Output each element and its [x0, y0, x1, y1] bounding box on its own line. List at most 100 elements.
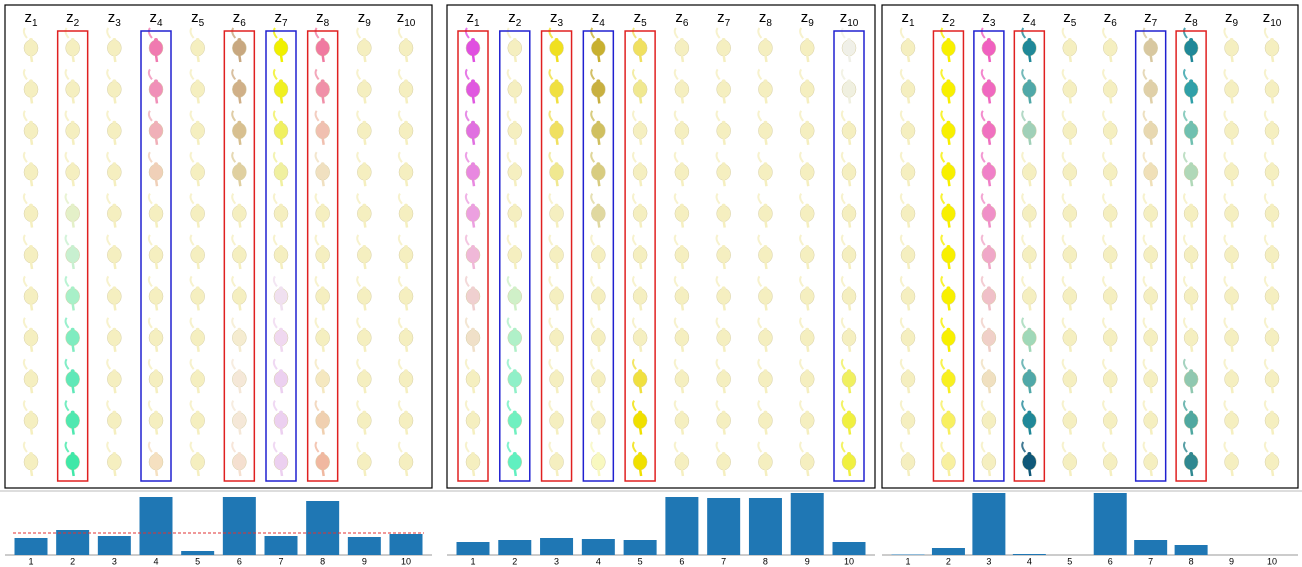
teapot-lid	[29, 452, 33, 456]
teapot-body	[758, 163, 773, 181]
teapot-body	[1264, 453, 1280, 471]
teapot-handle	[799, 68, 805, 81]
teapot-lid	[679, 369, 684, 374]
header-base: z	[191, 9, 199, 26]
teapot-handle	[1061, 275, 1067, 288]
teapot	[590, 68, 606, 104]
teapot-lid	[237, 245, 242, 249]
teapot-spout	[196, 179, 200, 187]
teapot-spout	[638, 427, 643, 435]
teapot-lid	[1108, 79, 1113, 84]
teapot	[940, 27, 956, 63]
teapot-handle	[106, 193, 112, 205]
teapot-handle	[940, 400, 946, 412]
teapot-lid	[362, 410, 367, 415]
teapot-handle	[1182, 441, 1188, 453]
teapot-lid	[906, 410, 910, 415]
teapot-handle	[940, 68, 946, 81]
teapot	[757, 110, 773, 145]
teapot-lid	[986, 369, 991, 374]
x-tick-label: 4	[596, 556, 601, 566]
teapot-handle	[22, 317, 28, 329]
teapot-spout	[1270, 96, 1275, 104]
teapot-handle	[272, 234, 278, 246]
teapot-lid	[1067, 369, 1072, 374]
teapot-body	[674, 329, 690, 347]
teapot	[147, 193, 164, 228]
column-header: z6	[675, 9, 689, 29]
teapot-spout	[555, 54, 559, 63]
teapot-handle	[899, 27, 905, 39]
teapot	[715, 193, 731, 228]
teapot-body	[398, 329, 414, 347]
teapot	[631, 441, 648, 477]
bar	[891, 554, 925, 555]
teapot-body	[65, 122, 80, 140]
teapot-lid	[805, 410, 810, 415]
teapot-spout	[1149, 386, 1153, 394]
teapot-handle	[840, 358, 846, 370]
teapot-body	[507, 329, 523, 347]
teapot-spout	[1230, 179, 1234, 187]
teapot-spout	[238, 96, 242, 104]
teapot-body	[507, 205, 523, 222]
teapot-lid	[70, 38, 75, 42]
teapot-body	[900, 39, 916, 57]
teapot	[1142, 358, 1158, 394]
header-subscript: 6	[683, 18, 689, 29]
teapot-lid	[29, 79, 33, 84]
teapot-body	[549, 246, 564, 264]
teapot	[799, 441, 815, 477]
column-header: z5	[634, 9, 648, 29]
teapot-lid	[847, 410, 851, 415]
teapot-body	[357, 205, 372, 222]
teapot	[464, 110, 481, 145]
teapot-spout	[154, 427, 159, 435]
teapot-handle	[464, 110, 470, 122]
teapot	[1263, 358, 1280, 394]
teapot-body	[190, 246, 205, 264]
teapot-body	[1143, 288, 1158, 305]
teapot-body	[1102, 453, 1118, 471]
teapot-spout	[279, 220, 284, 228]
teapot-handle	[231, 234, 237, 246]
teapot-body	[941, 329, 956, 347]
teapot	[548, 441, 564, 477]
teapot	[840, 317, 857, 352]
bar	[665, 497, 699, 555]
teapot-handle	[189, 68, 195, 81]
teapot-lid	[1108, 452, 1113, 456]
header-base: z	[1263, 9, 1271, 26]
teapot-lid	[1067, 452, 1072, 456]
teapot-spout	[154, 179, 159, 187]
teapot-handle	[397, 193, 403, 205]
teapot-spout	[1068, 54, 1073, 63]
teapot-spout	[805, 54, 810, 63]
teapot-handle	[1021, 27, 1027, 39]
teapot	[940, 151, 956, 187]
teapot-spout	[238, 220, 242, 228]
teapot-lid	[70, 286, 75, 291]
teapot-lid	[279, 120, 283, 125]
teapot-spout	[722, 220, 726, 228]
teapot-lid	[946, 120, 951, 125]
teapot-body	[315, 122, 330, 140]
teapot-body	[65, 453, 80, 471]
teapot-handle	[840, 151, 846, 163]
teapot	[231, 68, 247, 104]
teapot-body	[465, 39, 481, 57]
teapot-handle	[940, 275, 946, 288]
teapot-handle	[189, 234, 195, 246]
x-tick-label: 3	[986, 556, 991, 566]
teapot-lid	[638, 162, 643, 167]
teapot-lid	[1067, 245, 1072, 249]
teapot-handle	[397, 358, 403, 370]
teapot-lid	[512, 286, 517, 291]
teapot-handle	[106, 68, 112, 81]
teapot-handle	[1061, 193, 1067, 205]
teapot-lid	[1189, 79, 1194, 84]
teapot	[1102, 358, 1118, 394]
teapot-body	[799, 205, 815, 222]
teapot-handle	[799, 441, 805, 453]
teapot-spout	[71, 344, 75, 352]
